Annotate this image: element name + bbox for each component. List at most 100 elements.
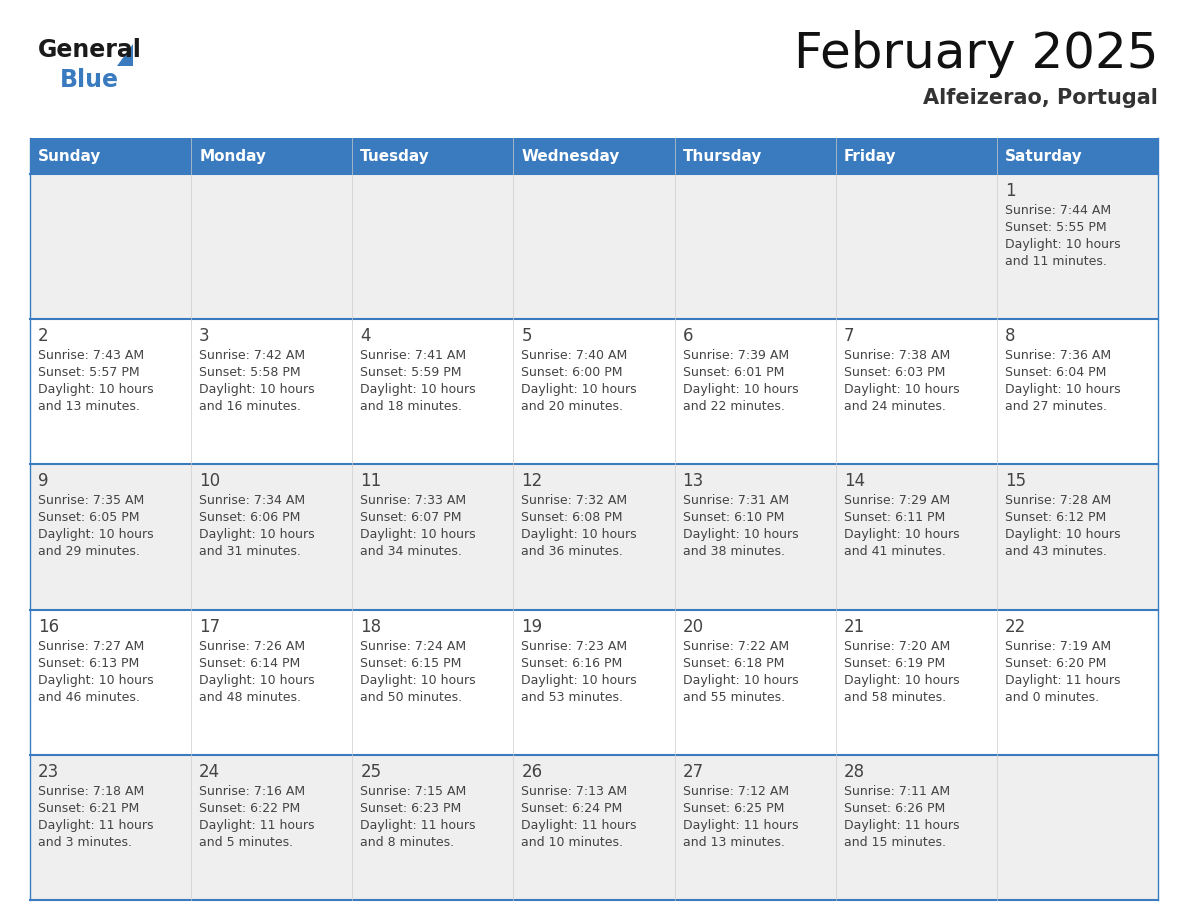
Text: Sunset: 5:57 PM: Sunset: 5:57 PM (38, 366, 140, 379)
Text: and 41 minutes.: and 41 minutes. (843, 545, 946, 558)
Text: Sunrise: 7:15 AM: Sunrise: 7:15 AM (360, 785, 467, 798)
Text: Sunrise: 7:28 AM: Sunrise: 7:28 AM (1005, 495, 1111, 508)
Text: Sunset: 5:58 PM: Sunset: 5:58 PM (200, 366, 301, 379)
Bar (513, 465, 675, 610)
Text: 25: 25 (360, 763, 381, 781)
Text: Sunrise: 7:43 AM: Sunrise: 7:43 AM (38, 349, 144, 363)
Text: 22: 22 (1005, 618, 1026, 635)
Bar (835, 610, 997, 755)
Text: Daylight: 10 hours: Daylight: 10 hours (522, 674, 637, 687)
Text: Sunset: 6:06 PM: Sunset: 6:06 PM (200, 511, 301, 524)
Text: Thursday: Thursday (683, 149, 762, 163)
Text: Daylight: 11 hours: Daylight: 11 hours (200, 819, 315, 832)
Bar (353, 319, 513, 465)
Text: Sunrise: 7:24 AM: Sunrise: 7:24 AM (360, 640, 467, 653)
Bar (997, 138, 1158, 174)
Text: and 34 minutes.: and 34 minutes. (360, 545, 462, 558)
Text: Sunrise: 7:32 AM: Sunrise: 7:32 AM (522, 495, 627, 508)
Text: Daylight: 10 hours: Daylight: 10 hours (200, 674, 315, 687)
Text: Daylight: 10 hours: Daylight: 10 hours (683, 529, 798, 542)
Text: Sunset: 5:59 PM: Sunset: 5:59 PM (360, 366, 462, 379)
Text: Sunset: 6:18 PM: Sunset: 6:18 PM (683, 656, 784, 669)
Text: Sunrise: 7:18 AM: Sunrise: 7:18 AM (38, 785, 144, 798)
Bar (997, 174, 1158, 319)
Text: and 20 minutes.: and 20 minutes. (522, 400, 624, 413)
Bar (191, 138, 353, 174)
Text: and 55 minutes.: and 55 minutes. (683, 690, 785, 703)
Text: 14: 14 (843, 473, 865, 490)
Text: Sunrise: 7:20 AM: Sunrise: 7:20 AM (843, 640, 950, 653)
Text: Sunset: 6:07 PM: Sunset: 6:07 PM (360, 511, 462, 524)
Text: and 5 minutes.: and 5 minutes. (200, 835, 293, 849)
Bar (353, 174, 513, 319)
Text: General: General (38, 38, 141, 62)
Text: and 36 minutes.: and 36 minutes. (522, 545, 624, 558)
Text: Sunset: 6:19 PM: Sunset: 6:19 PM (843, 656, 944, 669)
Text: Monday: Monday (200, 149, 266, 163)
Text: and 11 minutes.: and 11 minutes. (1005, 255, 1107, 268)
Text: Daylight: 11 hours: Daylight: 11 hours (843, 819, 959, 832)
Polygon shape (116, 44, 133, 66)
Text: and 48 minutes.: and 48 minutes. (200, 690, 301, 703)
Text: 26: 26 (522, 763, 543, 781)
Text: Sunset: 6:00 PM: Sunset: 6:00 PM (522, 366, 623, 379)
Text: 1: 1 (1005, 182, 1016, 200)
Text: Sunrise: 7:19 AM: Sunrise: 7:19 AM (1005, 640, 1111, 653)
Text: and 58 minutes.: and 58 minutes. (843, 690, 946, 703)
Text: Daylight: 10 hours: Daylight: 10 hours (1005, 529, 1120, 542)
Text: Saturday: Saturday (1005, 149, 1082, 163)
Text: Sunrise: 7:11 AM: Sunrise: 7:11 AM (843, 785, 950, 798)
Text: Sunrise: 7:42 AM: Sunrise: 7:42 AM (200, 349, 305, 363)
Text: 19: 19 (522, 618, 543, 635)
Bar (997, 465, 1158, 610)
Text: 28: 28 (843, 763, 865, 781)
Bar (353, 610, 513, 755)
Bar (30, 465, 191, 610)
Text: Sunset: 6:16 PM: Sunset: 6:16 PM (522, 656, 623, 669)
Text: February 2025: February 2025 (794, 30, 1158, 78)
Bar (835, 465, 997, 610)
Text: Daylight: 10 hours: Daylight: 10 hours (843, 674, 960, 687)
Text: 16: 16 (38, 618, 59, 635)
Text: 7: 7 (843, 327, 854, 345)
Text: Sunset: 6:12 PM: Sunset: 6:12 PM (1005, 511, 1106, 524)
Text: 3: 3 (200, 327, 210, 345)
Text: Daylight: 10 hours: Daylight: 10 hours (683, 674, 798, 687)
Text: Sunset: 6:15 PM: Sunset: 6:15 PM (360, 656, 462, 669)
Text: Sunrise: 7:27 AM: Sunrise: 7:27 AM (38, 640, 144, 653)
Text: and 13 minutes.: and 13 minutes. (683, 835, 784, 849)
Bar (997, 755, 1158, 900)
Text: and 50 minutes.: and 50 minutes. (360, 690, 462, 703)
Text: 15: 15 (1005, 473, 1026, 490)
Text: Friday: Friday (843, 149, 896, 163)
Text: Sunset: 6:13 PM: Sunset: 6:13 PM (38, 656, 139, 669)
Text: Daylight: 11 hours: Daylight: 11 hours (360, 819, 475, 832)
Text: Sunrise: 7:39 AM: Sunrise: 7:39 AM (683, 349, 789, 363)
Bar (353, 465, 513, 610)
Text: Tuesday: Tuesday (360, 149, 430, 163)
Text: Sunrise: 7:13 AM: Sunrise: 7:13 AM (522, 785, 627, 798)
Text: Daylight: 10 hours: Daylight: 10 hours (360, 383, 476, 397)
Text: Sunrise: 7:31 AM: Sunrise: 7:31 AM (683, 495, 789, 508)
Text: and 53 minutes.: and 53 minutes. (522, 690, 624, 703)
Bar (675, 138, 835, 174)
Bar (191, 465, 353, 610)
Text: Sunday: Sunday (38, 149, 101, 163)
Bar (30, 138, 191, 174)
Text: 5: 5 (522, 327, 532, 345)
Text: Sunset: 6:24 PM: Sunset: 6:24 PM (522, 801, 623, 815)
Bar (675, 319, 835, 465)
Text: Daylight: 10 hours: Daylight: 10 hours (38, 529, 153, 542)
Bar (835, 138, 997, 174)
Text: Sunset: 6:14 PM: Sunset: 6:14 PM (200, 656, 301, 669)
Text: Alfeizerao, Portugal: Alfeizerao, Portugal (923, 88, 1158, 108)
Bar (353, 755, 513, 900)
Text: 6: 6 (683, 327, 693, 345)
Text: Daylight: 11 hours: Daylight: 11 hours (38, 819, 153, 832)
Text: Sunset: 6:23 PM: Sunset: 6:23 PM (360, 801, 461, 815)
Text: Sunset: 6:08 PM: Sunset: 6:08 PM (522, 511, 623, 524)
Text: and 46 minutes.: and 46 minutes. (38, 690, 140, 703)
Text: Sunset: 5:55 PM: Sunset: 5:55 PM (1005, 221, 1106, 234)
Bar (191, 174, 353, 319)
Bar (997, 610, 1158, 755)
